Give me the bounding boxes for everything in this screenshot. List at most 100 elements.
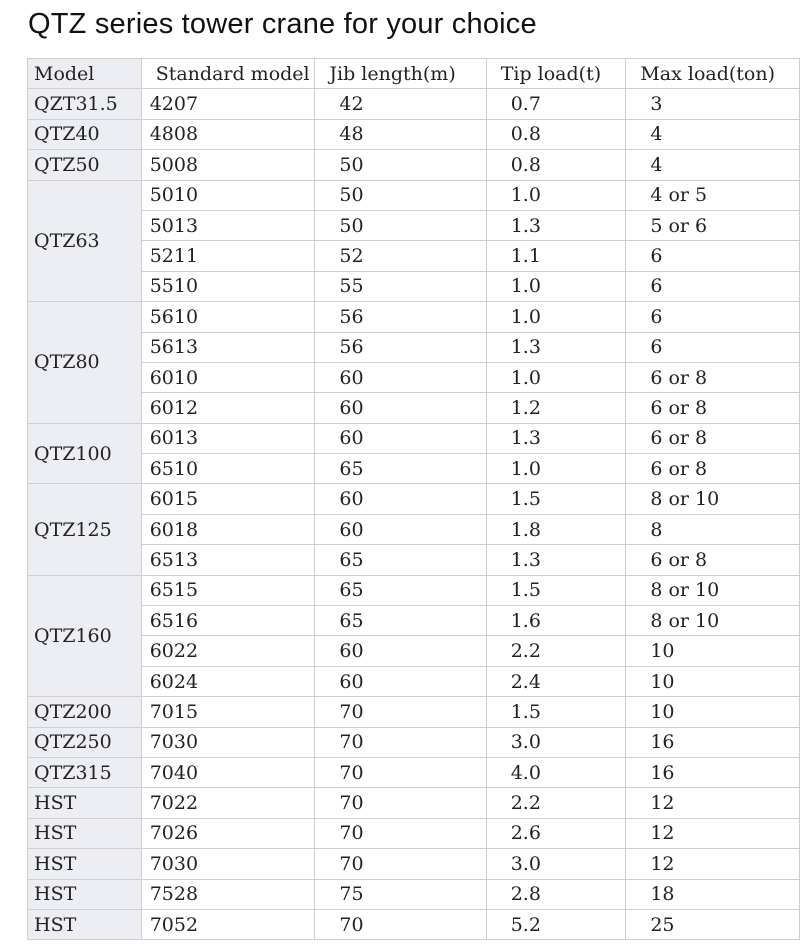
table-row: HST 7026 70 2.6 12 [27,817,800,850]
standard-model-cell: 5211 [140,240,316,272]
standard-model-cell: 6515 [140,574,316,607]
jib-length-cell: 65 [314,605,487,637]
jib-length-cell: 65 [314,544,487,576]
max-load-cell: 16 [625,756,800,789]
tip-load-cell: 2.2 [485,787,627,819]
jib-length-cell: 50 [314,149,487,181]
jib-length-cell: 65 [314,453,487,485]
table-row: QTZ100 6013 60 1.3 6 or 8 [27,422,800,485]
max-load-cell: 10 [625,635,800,667]
tip-load-cell: 1.3 [485,209,627,242]
standard-model-cell: 6024 [140,665,316,698]
table-row: 6022 60 2.2 10 [28,635,800,667]
jib-length-cell: 55 [314,270,487,303]
standard-model-cell: 5510 [140,270,316,303]
standard-model-cell: 5008 [140,149,316,181]
table-row: 6018 60 1.8 8 [28,513,800,546]
header-max-load: Max load(ton) [625,57,800,90]
max-load-cell: 16 [625,726,800,758]
tip-load-cell: 1.0 [485,453,627,485]
tip-load-cell: 5.2 [485,908,627,941]
standard-model-cell: 5013 [140,209,316,242]
table-row: QTZ250 7030 70 3.0 16 [27,726,800,758]
jib-length-cell: 70 [314,848,487,880]
jib-length-cell: 50 [314,209,487,242]
model-cell: QTZ160 [27,574,142,698]
standard-model-cell: 7022 [140,787,316,819]
max-load-cell: 25 [625,908,800,941]
jib-length-cell: 50 [314,179,487,211]
model-cell: QTZ63 [27,179,142,303]
jib-length-cell: 60 [314,513,487,546]
table-row: QTZ160 6515 65 1.5 8 or 10 [27,574,800,698]
standard-model-cell: 4207 [140,88,316,120]
tip-load-cell: 1.3 [485,544,627,576]
jib-length-cell: 60 [314,635,487,667]
model-cell: QZT31.5 [27,88,142,120]
max-load-cell: 6 [625,270,800,303]
max-load-cell: 12 [625,787,800,819]
jib-length-cell: 56 [314,331,487,363]
standard-model-cell: 7026 [140,817,316,850]
header-jib-length: Jib length(m) [314,57,487,90]
tip-load-cell: 1.6 [485,605,627,637]
max-load-cell: 8 or 10 [625,605,800,637]
tip-load-cell: 1.8 [485,513,627,546]
tip-load-cell: 1.0 [485,270,627,303]
jib-length-cell: 70 [314,696,487,728]
jib-length-cell: 65 [314,574,487,607]
model-cell: HST [27,848,142,880]
standard-model-cell: 7052 [140,908,316,941]
table-row: QTZ50 5008 50 0.8 4 [27,149,800,181]
tip-load-cell: 1.5 [485,574,627,607]
jib-length-cell: 48 [314,118,487,151]
standard-model-cell: 5010 [140,179,316,211]
standard-model-cell: 6510 [140,453,316,485]
standard-model-cell: 4808 [140,118,316,151]
standard-model-cell: 7030 [140,848,316,880]
table-row: 5013 50 1.3 5 or 6 [28,209,800,242]
table-row: QTZ200 7015 70 1.5 10 [27,696,800,728]
table-row: QZT31.5 4207 42 0.7 3 [27,88,800,120]
standard-model-cell: 6012 [140,392,316,424]
table-row: QTZ40 4808 48 0.8 4 [27,118,800,151]
table-row: 5211 52 1.1 6 [28,240,800,272]
crane-spec-table: Model Standard model Jib length(m) Tip l… [27,57,800,941]
standard-model-cell: 7030 [140,726,316,758]
standard-model-cell: 6022 [140,635,316,667]
max-load-cell: 6 [625,301,800,333]
standard-model-cell: 5613 [140,331,316,363]
tip-load-cell: 0.8 [485,118,627,151]
tip-load-cell: 1.3 [485,331,627,363]
max-load-cell: 6 [625,331,800,363]
table-row: HST 7022 70 2.2 12 [27,787,800,819]
max-load-cell: 6 or 8 [625,392,800,424]
tip-load-cell: 1.0 [485,361,627,394]
model-cell: HST [27,908,142,941]
max-load-cell: 12 [625,817,800,850]
max-load-cell: 8 or 10 [625,574,800,607]
tip-load-cell: 1.5 [485,483,627,515]
table-row: 6513 65 1.3 6 or 8 [28,544,800,576]
max-load-cell: 6 or 8 [625,544,800,576]
tip-load-cell: 3.0 [485,726,627,758]
table-row: QTZ315 7040 70 4.0 16 [27,756,800,789]
jib-length-cell: 52 [314,240,487,272]
max-load-cell: 6 or 8 [625,453,800,485]
max-load-cell: 4 [625,149,800,181]
max-load-cell: 5 or 6 [625,209,800,242]
model-cell: QTZ80 [27,301,142,424]
tip-load-cell: 2.6 [485,817,627,850]
jib-length-cell: 70 [314,726,487,758]
max-load-cell: 6 [625,240,800,272]
max-load-cell: 3 [625,88,800,120]
standard-model-cell: 6010 [140,361,316,394]
tip-load-cell: 2.8 [485,878,627,910]
standard-model-cell: 7528 [140,878,316,910]
tip-load-cell: 2.2 [485,635,627,667]
jib-length-cell: 56 [314,301,487,333]
jib-length-cell: 75 [314,878,487,910]
model-cell: HST [27,878,142,910]
page-title: QTZ series tower crane for your choice [28,8,537,40]
max-load-cell: 8 or 10 [625,483,800,515]
